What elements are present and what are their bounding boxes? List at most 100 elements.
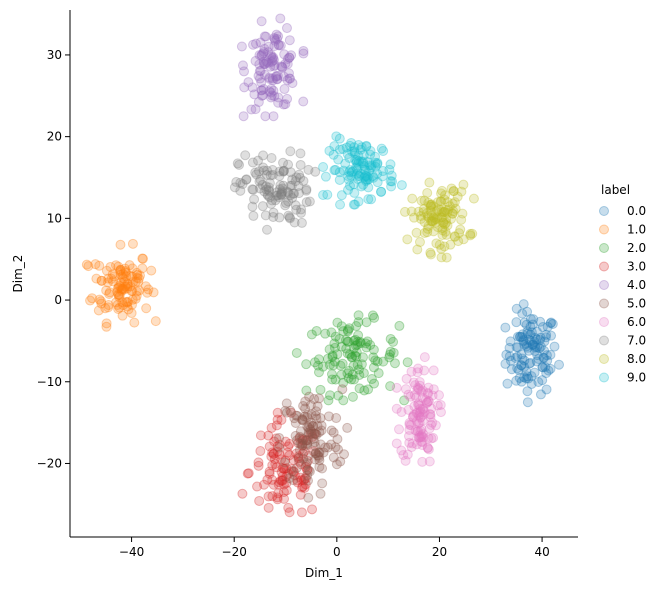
data-point bbox=[300, 396, 311, 407]
data-point bbox=[446, 183, 457, 194]
data-point bbox=[412, 426, 423, 437]
data-point bbox=[372, 177, 383, 188]
data-point bbox=[103, 300, 114, 311]
data-point bbox=[101, 265, 112, 276]
legend-label: 0.0 bbox=[627, 204, 646, 218]
data-point bbox=[534, 334, 545, 345]
data-point bbox=[516, 349, 527, 360]
data-point bbox=[514, 331, 525, 342]
data-point bbox=[313, 393, 324, 404]
data-point bbox=[448, 186, 459, 197]
data-point bbox=[101, 318, 112, 329]
data-point bbox=[500, 358, 511, 369]
data-point bbox=[438, 217, 449, 228]
data-point bbox=[257, 179, 268, 190]
data-point bbox=[526, 371, 537, 382]
data-point bbox=[116, 284, 127, 295]
data-point bbox=[428, 432, 439, 443]
data-point bbox=[425, 205, 436, 216]
data-point bbox=[426, 419, 437, 430]
legend-label: 4.0 bbox=[627, 278, 646, 292]
data-point bbox=[324, 145, 335, 156]
data-point bbox=[287, 174, 298, 185]
data-point bbox=[426, 403, 437, 414]
data-point bbox=[384, 352, 395, 363]
data-point bbox=[525, 321, 536, 332]
data-point bbox=[541, 384, 552, 395]
data-point bbox=[288, 455, 299, 466]
data-point bbox=[535, 332, 546, 343]
data-point bbox=[338, 377, 349, 388]
data-point bbox=[275, 180, 286, 191]
data-point bbox=[413, 418, 424, 429]
data-point bbox=[334, 174, 345, 185]
data-point bbox=[344, 349, 355, 360]
data-point bbox=[303, 465, 314, 476]
data-point bbox=[90, 259, 101, 270]
data-point bbox=[300, 479, 311, 490]
data-point bbox=[353, 310, 364, 321]
data-point bbox=[123, 304, 134, 315]
data-point bbox=[541, 368, 552, 379]
data-point bbox=[242, 468, 253, 479]
data-point bbox=[126, 286, 137, 297]
data-point bbox=[363, 182, 374, 193]
data-point bbox=[370, 157, 381, 168]
data-point bbox=[368, 344, 379, 355]
data-point bbox=[96, 298, 107, 309]
data-point bbox=[269, 91, 280, 102]
data-point bbox=[416, 436, 427, 447]
legend-marker bbox=[599, 261, 609, 272]
data-point bbox=[346, 170, 357, 181]
data-point bbox=[303, 427, 314, 438]
data-point bbox=[280, 200, 291, 211]
data-point bbox=[277, 183, 288, 194]
data-point bbox=[310, 428, 321, 439]
data-point bbox=[302, 464, 313, 475]
data-point bbox=[333, 444, 344, 455]
data-point bbox=[262, 474, 273, 485]
data-point bbox=[527, 319, 538, 330]
data-point bbox=[300, 459, 311, 470]
data-point bbox=[519, 339, 530, 350]
data-point bbox=[542, 321, 553, 332]
data-point bbox=[311, 429, 322, 440]
data-point bbox=[533, 377, 544, 388]
data-point bbox=[407, 193, 418, 204]
data-point bbox=[115, 266, 126, 277]
data-point bbox=[259, 43, 270, 54]
y-tick-label: 30 bbox=[47, 48, 62, 62]
legend-title: label bbox=[601, 183, 630, 197]
data-point bbox=[547, 318, 558, 329]
data-point bbox=[277, 471, 288, 482]
data-point bbox=[365, 162, 376, 173]
data-point bbox=[278, 479, 289, 490]
data-point bbox=[417, 428, 428, 439]
data-point bbox=[273, 479, 284, 490]
data-point bbox=[457, 208, 468, 219]
data-point bbox=[541, 350, 552, 361]
y-tick-label: −10 bbox=[37, 375, 62, 389]
data-point bbox=[273, 39, 284, 50]
data-point bbox=[273, 92, 284, 103]
data-point bbox=[423, 444, 434, 455]
data-point bbox=[345, 180, 356, 191]
data-point bbox=[411, 227, 422, 238]
data-point bbox=[439, 194, 450, 205]
y-tick-label: 0 bbox=[54, 293, 62, 307]
data-point bbox=[361, 342, 372, 353]
data-point bbox=[309, 428, 320, 439]
data-point bbox=[130, 276, 141, 287]
data-point bbox=[412, 384, 423, 395]
data-point bbox=[150, 316, 161, 327]
data-point bbox=[360, 174, 371, 185]
data-point bbox=[253, 70, 264, 81]
data-point bbox=[131, 267, 142, 278]
data-point bbox=[373, 368, 384, 379]
data-point bbox=[418, 207, 429, 218]
data-point bbox=[126, 299, 137, 310]
data-point bbox=[131, 286, 142, 297]
data-point bbox=[131, 290, 142, 301]
data-point bbox=[521, 373, 532, 384]
data-point bbox=[272, 441, 283, 452]
